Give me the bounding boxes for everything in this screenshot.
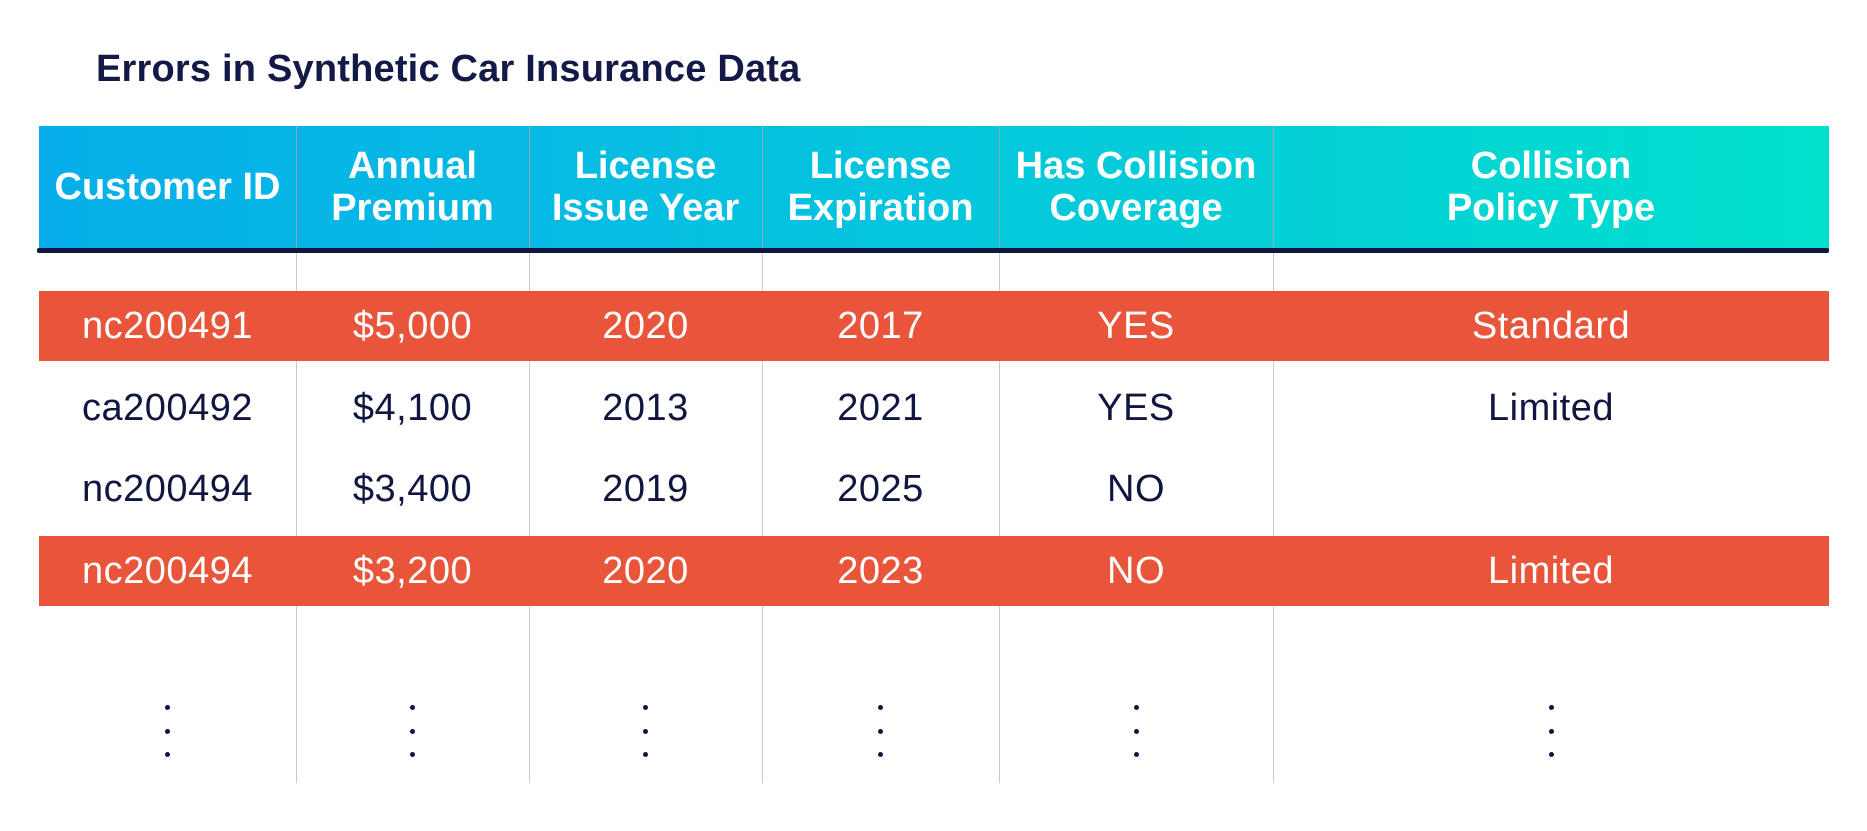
table-cell: 2017 [837,304,924,347]
ellipsis-dot [1548,705,1554,710]
column-divider [529,126,530,783]
column-divider [999,126,1000,783]
table-cell: NO [1107,467,1165,510]
table-row: ca200492 $4,100 2013 2021 YES Limited [39,373,1829,443]
ellipsis-dot [410,705,415,710]
table-header-bar [39,126,1829,251]
table-cell: 2025 [837,467,924,510]
ellipsis-dot [165,728,170,734]
table-row: nc200494 $3,400 2019 2025 NO [39,454,1829,524]
data-table: Customer ID Annual Premium License Issue Y… [37,126,1829,786]
column-header: Annual Premium [331,145,494,229]
table-cell: 2021 [837,386,924,429]
vertical-ellipsis-icon [296,693,529,783]
table-cell: $5,000 [352,304,473,347]
table-cell: 2013 [602,386,689,429]
table-cell: 2023 [837,549,924,592]
table-cell: ca200492 [82,386,253,429]
ellipsis-dot [165,705,170,710]
column-divider [762,126,763,783]
header-column-divider [296,126,297,251]
ellipsis-dot [410,728,415,734]
table-cell: $3,400 [352,467,473,510]
table-cell: 2020 [602,304,689,347]
header-column-divider [762,126,763,251]
table-cell [1273,454,1829,524]
ellipsis-dot [165,752,170,757]
header-underline [37,248,1829,253]
ellipsis-dot [1133,752,1139,757]
error-row-highlight [39,536,1829,606]
vertical-ellipsis-icon [1273,693,1829,783]
ellipsis-dot [878,728,883,734]
table-cell: YES [1097,304,1175,347]
table-cell: YES [1097,386,1175,429]
vertical-ellipsis-icon [529,693,762,783]
table-cell: nc200494 [82,549,253,592]
vertical-ellipsis-icon [762,693,999,783]
column-divider [296,126,297,783]
header-column-divider [999,126,1000,251]
table-cell: Standard [1471,304,1631,347]
ellipsis-dot [643,752,648,757]
table-cell: 2019 [602,467,689,510]
error-row-highlight [39,291,1829,361]
table-cell: Limited [1488,549,1614,592]
column-header: Customer ID [54,166,281,208]
column-divider [1273,126,1274,783]
column-header: Collision Policy Type [1446,145,1656,229]
table-cell: 2020 [602,549,689,592]
vertical-ellipsis-icon [39,693,296,783]
table-row: nc200494 $3,200 2020 2023 NO Limited [39,536,1829,606]
vertical-ellipsis-icon [999,693,1273,783]
table-cell: $4,100 [352,386,473,429]
ellipsis-dot [1548,752,1554,757]
column-header: Has Collision Coverage [1015,145,1257,229]
ellipsis-dot [878,705,883,710]
table-row: nc200491 $5,000 2020 2017 YES Standard [39,291,1829,361]
ellipsis-dot [1133,728,1139,734]
ellipsis-dot [643,705,648,710]
table-cell: nc200491 [82,304,253,347]
chart-title: Errors in Synthetic Car Insurance Data [96,48,801,90]
header-column-divider [529,126,530,251]
table-cell: nc200494 [82,467,253,510]
ellipsis-dot [878,752,883,757]
ellipsis-dot [410,752,415,757]
ellipsis-dot [1133,705,1139,710]
table-cell: $3,200 [352,549,473,592]
table-cell: NO [1107,549,1165,592]
column-header: License Issue Year [551,145,740,229]
ellipsis-dot [643,728,648,734]
header-column-divider [1273,126,1274,251]
table-cell: Limited [1488,386,1614,429]
column-header: License Expiration [787,145,974,229]
ellipsis-dot [1548,728,1554,734]
